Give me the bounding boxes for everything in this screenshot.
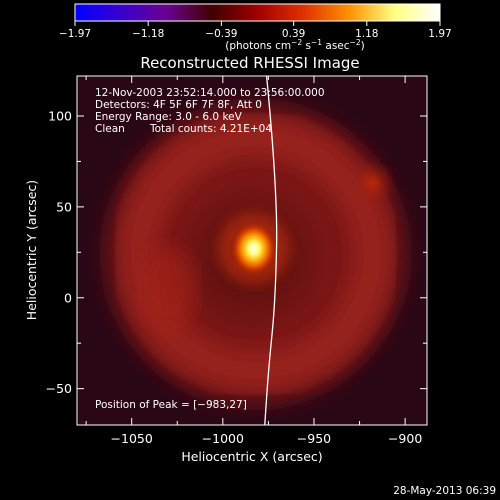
colorbar-tick-label: 0.39 bbox=[282, 28, 305, 40]
peak-position-label: Position of Peak = [−983,27] bbox=[95, 399, 247, 411]
colorbar-ticks: −1.97 −1.18 −0.39 0.39 1.18 1.97 bbox=[59, 21, 452, 40]
energy-range-label: Energy Range: 3.0 - 6.0 keV bbox=[95, 111, 243, 123]
time-range-label: 12-Nov-2003 23:52:14.000 to 23:56:00.000 bbox=[95, 87, 325, 99]
secondary-source bbox=[348, 159, 397, 208]
footer-date: 28-May-2013 06:39 bbox=[393, 485, 496, 497]
solar-limb bbox=[264, 76, 278, 425]
axis-ticks: −1050 −1000 −950 −900 −50 0 50 100 bbox=[46, 76, 427, 446]
colorbar-tick-label: −0.39 bbox=[205, 28, 237, 40]
colorbar-units: (photons cm−2 s−1 asec−2) bbox=[225, 38, 364, 52]
colorbar-tick-label: −1.18 bbox=[132, 28, 164, 40]
emission-lobe bbox=[140, 246, 197, 331]
total-counts-label: Total counts: 4.21E+04 bbox=[149, 123, 272, 135]
colorbar-tick-label: −1.97 bbox=[59, 28, 91, 40]
y-tick-label: 0 bbox=[64, 290, 72, 305]
solar-limb-layer bbox=[264, 76, 278, 425]
heatmap-image bbox=[106, 104, 405, 404]
chart-title: Reconstructed RHESSI Image bbox=[140, 54, 359, 72]
y-tick-label: 50 bbox=[56, 199, 72, 214]
plot-frame bbox=[76, 75, 428, 426]
peak-source bbox=[229, 220, 278, 277]
colorbar bbox=[74, 3, 441, 22]
y-tick-label: −50 bbox=[46, 381, 72, 396]
detectors-label: Detectors: 4F 5F 6F 7F 8F, Att 0 bbox=[95, 99, 262, 111]
x-tick-label: −900 bbox=[388, 431, 422, 446]
y-axis-label: Heliocentric Y (arcsec) bbox=[24, 180, 39, 320]
x-axis-label: Heliocentric X (arcsec) bbox=[181, 449, 322, 464]
annotation-block: 12-Nov-2003 23:52:14.000 to 23:56:00.000… bbox=[95, 87, 325, 411]
method-label: Clean bbox=[95, 123, 125, 135]
y-tick-label: 100 bbox=[48, 108, 72, 123]
emission-ring bbox=[120, 118, 392, 390]
x-tick-label: −950 bbox=[297, 431, 331, 446]
x-tick-label: −1050 bbox=[111, 431, 153, 446]
colorbar-tick-label: 1.18 bbox=[355, 28, 378, 40]
x-tick-label: −1000 bbox=[202, 431, 244, 446]
colorbar-tick-label: 1.97 bbox=[428, 28, 451, 40]
